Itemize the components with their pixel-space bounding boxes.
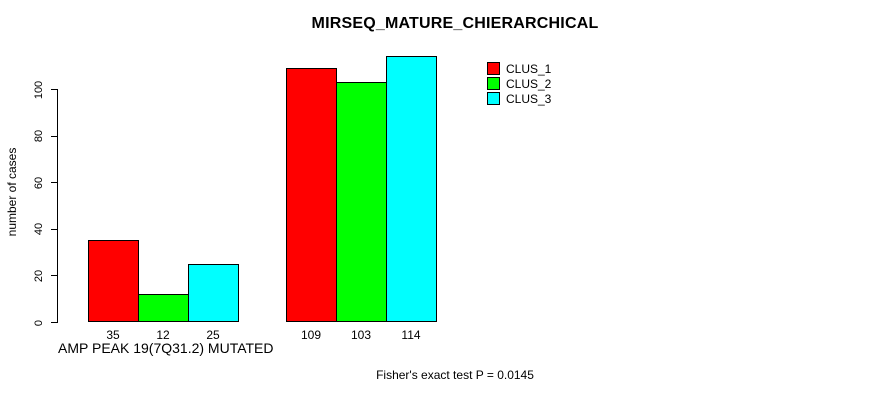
y-axis-label: number of cases <box>5 147 19 237</box>
annotation-text: Fisher's exact test P = 0.0145 <box>376 368 534 382</box>
bar <box>386 56 437 322</box>
y-tick <box>51 275 57 277</box>
chart-title: MIRSEQ_MATURE_CHIERARCHICAL <box>311 15 599 32</box>
legend-swatch <box>487 77 500 90</box>
legend-row: CLUS_1 <box>487 61 552 76</box>
legend-label: CLUS_1 <box>506 61 552 76</box>
legend-row: CLUS_2 <box>487 76 552 91</box>
y-tick-label: 80 <box>33 129 45 143</box>
bar <box>286 68 337 322</box>
legend-label: CLUS_2 <box>506 76 552 91</box>
y-tick-label: 20 <box>33 269 45 283</box>
y-tick <box>51 135 57 137</box>
bar <box>138 294 189 322</box>
y-tick-label: 0 <box>33 319 45 326</box>
bar <box>188 263 239 322</box>
bar-value-label: 12 <box>156 328 170 342</box>
y-tick <box>51 182 57 184</box>
legend-swatch <box>487 62 500 75</box>
bar-value-label: 25 <box>206 328 220 342</box>
y-tick-label: 100 <box>33 80 45 99</box>
legend: CLUS_1 CLUS_2 CLUS_3 <box>487 62 551 107</box>
y-tick <box>51 228 57 230</box>
bar-value-label: 35 <box>106 328 120 342</box>
y-tick <box>51 322 57 323</box>
y-axis-line <box>57 89 58 323</box>
y-tick <box>51 89 57 90</box>
y-tick-label: 60 <box>33 176 45 189</box>
bar <box>336 82 387 322</box>
legend-swatch <box>487 92 500 105</box>
bar-value-label: 114 <box>401 328 421 342</box>
bar-value-label: 103 <box>350 328 372 342</box>
x-axis-group-label: AMP PEAK 19(7Q31.2) MUTATED <box>58 340 274 356</box>
legend-row: CLUS_3 <box>487 91 552 106</box>
legend-label: CLUS_3 <box>506 91 552 106</box>
y-tick-label: 40 <box>33 223 45 236</box>
bar <box>88 240 139 322</box>
bar-value-label: 109 <box>300 328 322 342</box>
